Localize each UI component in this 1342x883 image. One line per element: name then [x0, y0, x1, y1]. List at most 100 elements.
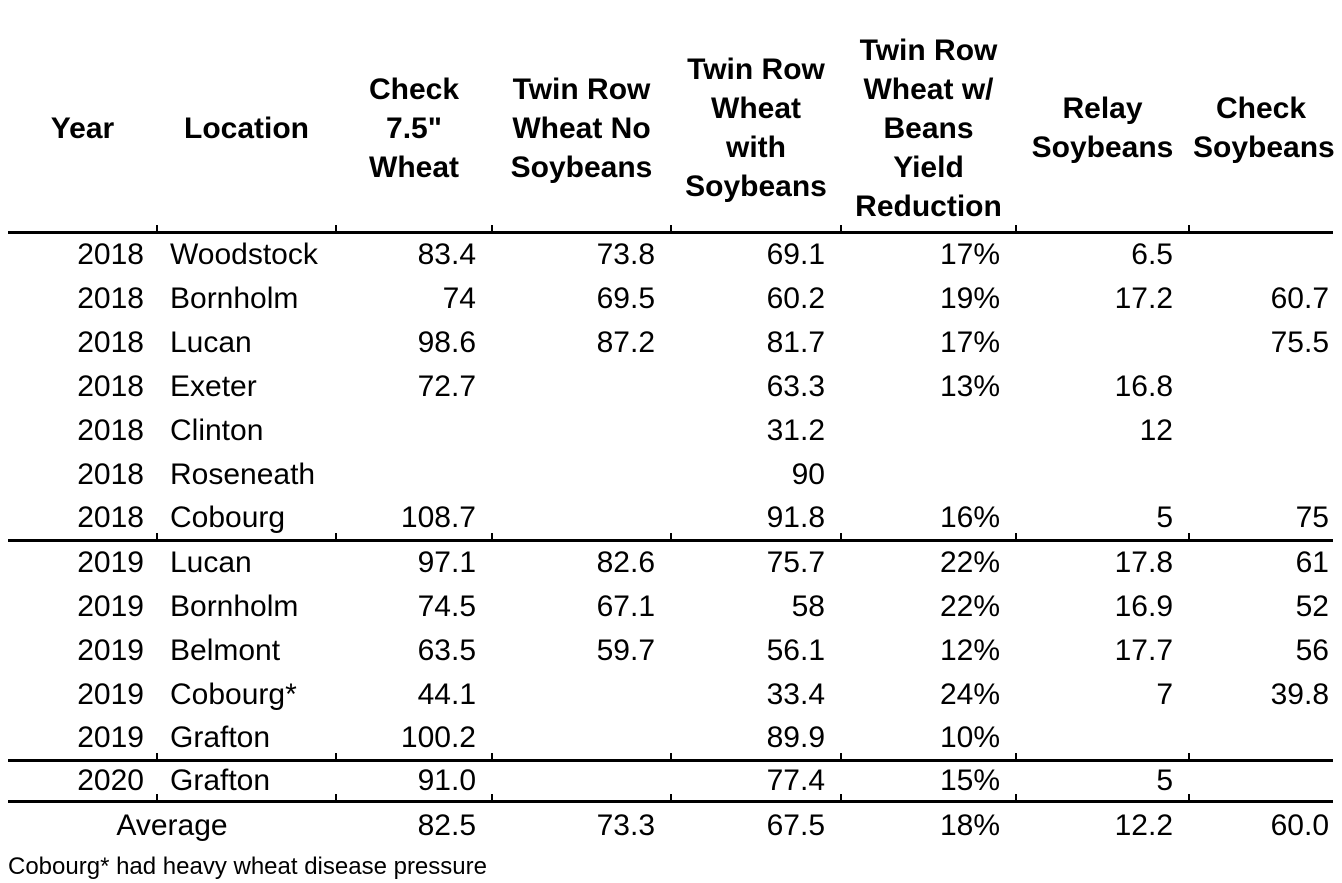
cell-yield-reduction [841, 408, 1016, 452]
table-row: 2018 Woodstock 83.4 73.8 69.1 17% 6.5 [8, 232, 1333, 276]
table-row: 2018 Clinton 31.2 12 [8, 408, 1333, 452]
header-relay-soybeans: Relay Soybeans [1016, 0, 1190, 234]
header-location: Location [157, 0, 337, 234]
cell-check-soybeans: 56 [1295, 633, 1329, 667]
cell-relay-soybeans [1016, 716, 1190, 762]
cell-twinrow-with-soybeans: 90 [791, 457, 825, 491]
cell-check-wheat [336, 452, 492, 496]
table-row: 2018 Exeter 72.7 63.3 13% 16.8 [8, 364, 1333, 408]
cell-check-soybeans: 52 [1295, 589, 1329, 623]
cell-check-soybeans [1189, 364, 1333, 408]
table-row: 2018 Cobourg 108.7 91.8 16% 5 75 [8, 496, 1333, 542]
cell-twinrow-with-soybeans: 75.7 [766, 546, 825, 580]
cell-relay-soybeans [1016, 452, 1189, 496]
cell-twinrow-with-soybeans: 91.8 [671, 496, 842, 542]
cell-average-twinrow-no-soybeans: 73.3 [596, 808, 655, 842]
cell-year: 2018 [77, 238, 144, 272]
cell-twinrow-with-soybeans: 63.3 [766, 369, 825, 403]
cell-twinrow-with-soybeans: 81.7 [766, 325, 825, 359]
cell-year: 2018 [77, 457, 144, 491]
cell-check-wheat: 44.1 [417, 677, 476, 711]
wheat-soybean-yield-table: Year Location Check 7.5" Wheat Twin Row … [8, 0, 1335, 848]
average-row: Average 82.5 73.3 67.5 18% 12.2 60.0 [8, 801, 1333, 848]
cell-twinrow-with-soybeans: 58 [791, 589, 825, 623]
cell-twinrow-with-soybeans: 31.2 [766, 413, 825, 447]
cell-relay-soybeans: 6.5 [1131, 238, 1173, 272]
cell-yield-reduction: 10% [841, 716, 1017, 762]
cell-check-wheat: 74 [442, 281, 476, 315]
cell-check-soybeans [1189, 232, 1333, 276]
table-row: 2019 Bornholm 74.5 67.1 58 22% 16.9 52 [8, 584, 1333, 628]
header-twinrow-with-soybeans: Twin Row Wheat with Soybeans [671, 0, 842, 234]
cell-twinrow-no-soybeans [492, 408, 671, 452]
cell-twinrow-with-soybeans: 60.2 [766, 281, 825, 315]
header-check-soybeans: Check Soybeans [1189, 0, 1335, 234]
table-row: 2020 Grafton 91.0 77.4 15% 5 [8, 760, 1333, 803]
cell-check-wheat: 72.7 [417, 369, 476, 403]
cell-twinrow-no-soybeans [492, 672, 671, 716]
cell-twinrow-no-soybeans [492, 496, 672, 542]
cell-yield-reduction: 22% [939, 589, 1000, 623]
cell-twinrow-with-soybeans: 69.1 [766, 238, 825, 272]
cell-yield-reduction: 24% [939, 677, 1000, 711]
header-row: Year Location Check 7.5" Wheat Twin Row … [8, 0, 1335, 234]
cell-year: 2018 [77, 281, 144, 315]
cell-average-check-soybeans: 60.0 [1270, 808, 1329, 842]
cell-twinrow-no-soybeans: 73.8 [596, 238, 655, 272]
cell-yield-reduction [841, 452, 1016, 496]
cell-twinrow-with-soybeans: 33.4 [766, 677, 825, 711]
cell-yield-reduction: 16% [841, 496, 1017, 542]
cell-yield-reduction: 22% [939, 546, 1000, 580]
table-row: 2018 Lucan 98.6 87.2 81.7 17% 75.5 [8, 320, 1333, 364]
cell-location: Bornholm [170, 589, 299, 623]
cell-check-wheat: 91.0 [336, 760, 493, 803]
table-row: 2018 Roseneath 90 [8, 452, 1333, 496]
cell-location: Belmont [170, 633, 281, 667]
cell-twinrow-no-soybeans [492, 364, 671, 408]
cell-twinrow-with-soybeans: 77.4 [671, 760, 842, 803]
cell-yield-reduction: 19% [939, 281, 1000, 315]
cell-check-wheat: 63.5 [417, 633, 476, 667]
cell-relay-soybeans: 17.8 [1114, 546, 1173, 580]
cell-location: Grafton [157, 716, 337, 762]
cell-location: Exeter [170, 369, 257, 403]
cell-yield-reduction: 17% [939, 238, 1000, 272]
cell-check-wheat: 108.7 [336, 496, 493, 542]
cell-year: 2018 [77, 369, 144, 403]
cell-location: Lucan [170, 325, 252, 359]
cell-year: 2019 [77, 589, 144, 623]
cell-check-wheat: 74.5 [417, 589, 476, 623]
table-row: 2018 Bornholm 74 69.5 60.2 19% 17.2 60.7 [8, 276, 1333, 320]
cell-relay-soybeans: 17.7 [1114, 633, 1173, 667]
cell-check-wheat: 100.2 [336, 716, 493, 762]
footnote: Cobourg* had heavy wheat disease pressur… [8, 853, 487, 880]
cell-relay-soybeans: 16.8 [1114, 369, 1173, 403]
cell-average-relay-soybeans: 12.2 [1114, 808, 1173, 842]
cell-check-wheat: 83.4 [417, 238, 476, 272]
header-year: Year [8, 0, 158, 234]
cell-location: Woodstock [170, 238, 318, 272]
cell-year: 2018 [8, 496, 158, 542]
cell-yield-reduction: 17% [939, 325, 1000, 359]
cell-location: Clinton [170, 413, 264, 447]
average-label: Average [116, 808, 228, 842]
cell-year: 2019 [8, 716, 158, 762]
cell-location: Cobourg* [170, 677, 297, 711]
cell-check-soybeans [1189, 452, 1333, 496]
cell-location: Cobourg [157, 496, 337, 542]
cell-twinrow-no-soybeans: 69.5 [596, 281, 655, 315]
cell-twinrow-with-soybeans: 56.1 [766, 633, 825, 667]
cell-check-wheat: 98.6 [417, 325, 476, 359]
cell-location: Lucan [170, 546, 252, 580]
cell-relay-soybeans: 17.2 [1114, 281, 1173, 315]
cell-twinrow-no-soybeans: 59.7 [596, 633, 655, 667]
cell-twinrow-no-soybeans: 82.6 [596, 546, 655, 580]
header-check-wheat: Check 7.5" Wheat [336, 0, 493, 234]
cell-yield-reduction: 13% [939, 369, 1000, 403]
cell-average-twinrow-with-soybeans: 67.5 [766, 808, 825, 842]
cell-check-wheat: 97.1 [417, 546, 476, 580]
cell-check-soybeans: 75 [1189, 496, 1333, 542]
cell-relay-soybeans: 12 [1139, 413, 1173, 447]
cell-check-soybeans [1189, 760, 1333, 803]
